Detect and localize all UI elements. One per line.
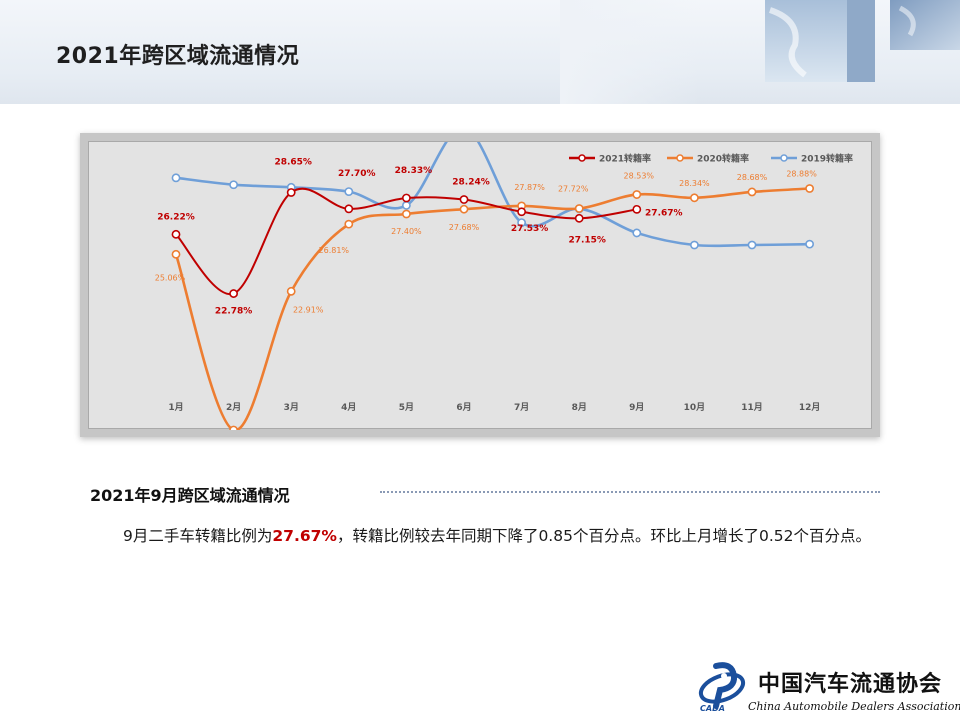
data-label: 28.88% bbox=[786, 170, 817, 179]
data-point bbox=[344, 187, 354, 197]
data-label: 22.91% bbox=[293, 305, 324, 314]
x-tick-label: 7月 bbox=[514, 402, 529, 413]
data-label: 22.78% bbox=[215, 307, 253, 317]
cada-emblem-icon bbox=[698, 662, 746, 709]
data-point bbox=[459, 195, 469, 204]
data-point bbox=[690, 240, 699, 250]
data-label: 28.24% bbox=[452, 178, 490, 188]
data-point bbox=[401, 193, 411, 203]
data-point bbox=[574, 213, 584, 223]
x-tick-label: 12月 bbox=[799, 402, 821, 413]
data-label: 28.68% bbox=[737, 173, 768, 182]
data-point bbox=[171, 173, 181, 183]
x-tick-label: 8月 bbox=[572, 402, 587, 413]
data-point bbox=[229, 180, 238, 190]
data-point bbox=[171, 229, 181, 239]
data-point bbox=[229, 289, 238, 298]
x-tick-label: 9月 bbox=[629, 402, 644, 413]
data-label: 28.34% bbox=[679, 179, 710, 188]
legend-label: 2020转籍率 bbox=[697, 153, 749, 165]
logo-abbreviation: CADA bbox=[700, 704, 725, 713]
data-point bbox=[401, 200, 411, 210]
data-label: 27.53% bbox=[511, 224, 548, 234]
data-label: 27.87% bbox=[514, 183, 545, 192]
legend-swatch-marker bbox=[780, 154, 788, 162]
decorative-cubes-image bbox=[560, 0, 960, 104]
data-point bbox=[286, 188, 296, 197]
data-label: 28.65% bbox=[274, 157, 312, 167]
data-point bbox=[171, 249, 181, 259]
data-point bbox=[286, 286, 296, 296]
x-tick-label: 11月 bbox=[741, 402, 763, 413]
logo-chinese-name: 中国汽车流通协会 bbox=[758, 671, 943, 697]
x-tick-label: 6月 bbox=[456, 402, 471, 413]
header-banner: 2021年跨区域流通情况 bbox=[0, 0, 960, 104]
x-tick-label: 3月 bbox=[284, 402, 299, 413]
cada-logo: CADA 中国汽车流通协会 China Automobile Dealers A… bbox=[694, 654, 960, 720]
data-point bbox=[690, 193, 699, 203]
x-tick-label: 10月 bbox=[684, 402, 706, 413]
x-tick-label: 4月 bbox=[341, 402, 356, 413]
summary-text-part2: ，转籍比例较去年同期下降了0.85个百分点。环比上月增长了0.52个百分点。 bbox=[336, 527, 871, 545]
legend-swatch-marker bbox=[676, 154, 684, 162]
data-point bbox=[632, 190, 642, 199]
data-point bbox=[632, 204, 642, 214]
logo-english-name: China Automobile Dealers Association bbox=[748, 700, 960, 713]
data-label: 27.40% bbox=[391, 227, 422, 236]
data-point bbox=[574, 204, 584, 213]
summary-text-part1: 9月二手车转籍比例为 bbox=[123, 527, 273, 545]
data-label: 28.53% bbox=[624, 172, 655, 181]
data-point bbox=[517, 218, 526, 228]
data-label: 27.70% bbox=[338, 169, 376, 179]
x-tick-label: 1月 bbox=[168, 402, 183, 413]
data-point bbox=[805, 184, 814, 193]
data-label: 26.22% bbox=[157, 212, 195, 222]
x-tick-label: 5月 bbox=[399, 402, 414, 413]
data-label: 27.72% bbox=[558, 184, 589, 193]
data-point bbox=[344, 219, 354, 229]
data-point bbox=[401, 209, 411, 219]
data-point bbox=[517, 207, 526, 217]
series-line bbox=[175, 187, 637, 295]
legend-swatch-marker bbox=[578, 154, 586, 162]
data-label: 28.33% bbox=[395, 166, 433, 176]
legend-label: 2019转籍率 bbox=[801, 153, 853, 165]
data-point bbox=[344, 204, 354, 214]
summary-highlight-value: 27.67% bbox=[272, 527, 337, 545]
page-title: 2021年跨区域流通情况 bbox=[56, 44, 300, 69]
section-title: 2021年9月跨区域流通情况 bbox=[90, 486, 290, 505]
data-label: 25.06% bbox=[155, 273, 186, 282]
data-label: 27.67% bbox=[645, 208, 683, 218]
line-chart: 1月2月3月4月5月6月7月8月9月10月11月12月25.06%14.86%2… bbox=[155, 142, 853, 430]
chart-frame: 1月2月3月4月5月6月7月8月9月10月11月12月25.06%14.86%2… bbox=[80, 133, 880, 437]
chart-plot-area: 1月2月3月4月5月6月7月8月9月10月11月12月25.06%14.86%2… bbox=[88, 141, 872, 430]
x-tick-label: 2月 bbox=[226, 402, 241, 413]
data-point bbox=[632, 228, 642, 238]
data-label: 27.15% bbox=[568, 235, 606, 245]
dotted-divider bbox=[380, 491, 880, 493]
data-point bbox=[747, 240, 757, 250]
data-point bbox=[459, 204, 469, 214]
data-point bbox=[805, 239, 814, 249]
data-label: 27.68% bbox=[449, 223, 480, 232]
data-point bbox=[229, 425, 238, 430]
legend-label: 2021转籍率 bbox=[599, 153, 651, 165]
data-label: 26.81% bbox=[319, 246, 350, 255]
data-point bbox=[747, 187, 757, 197]
summary-paragraph: 9月二手车转籍比例为27.67%，转籍比例较去年同期下降了0.85个百分点。环比… bbox=[88, 520, 898, 552]
